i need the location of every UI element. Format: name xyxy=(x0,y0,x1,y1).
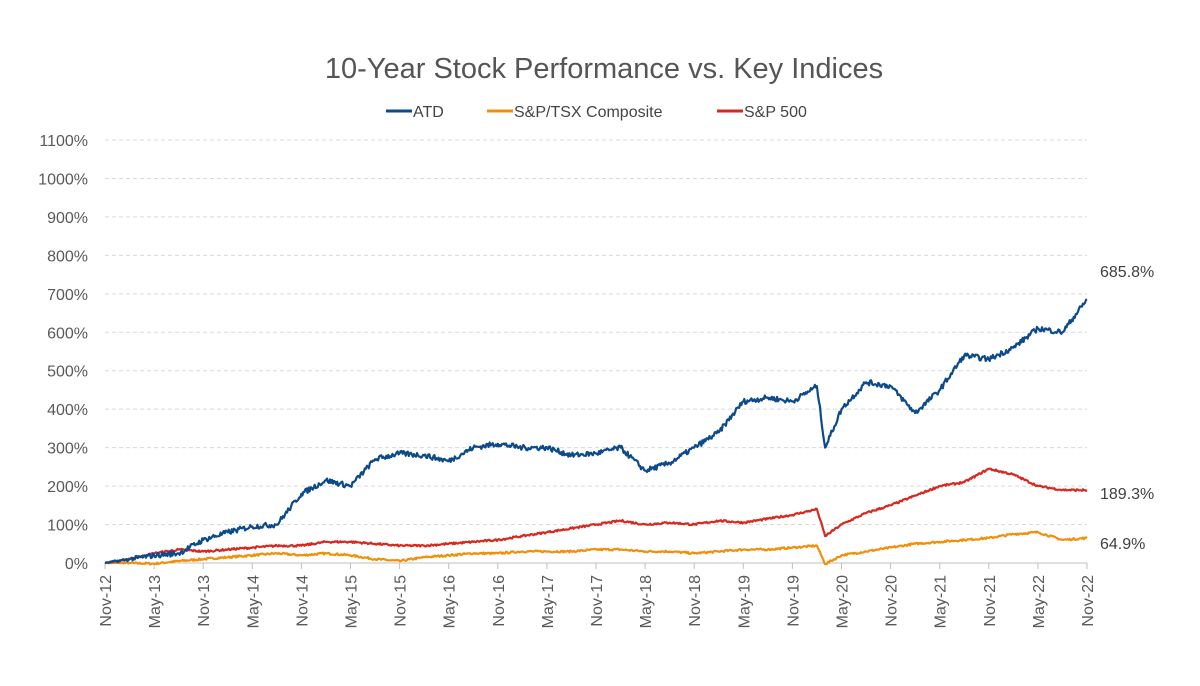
x-tick-label: Nov-18 xyxy=(687,575,704,627)
x-tick-label: May-13 xyxy=(147,575,164,628)
end-value-label: 685.8% xyxy=(1100,264,1154,281)
x-tick-label: May-15 xyxy=(344,575,361,628)
x-tick-label: Nov-20 xyxy=(884,575,901,627)
y-tick-label: 500% xyxy=(47,364,88,381)
x-tick-label: May-20 xyxy=(835,575,852,628)
y-tick-label: 600% xyxy=(47,325,88,342)
x-axis: Nov-12 May-13 Nov-13 May-14 Nov-14 May-15 Nov-… xyxy=(98,563,1097,628)
x-tick-label: Nov-13 xyxy=(196,575,213,627)
y-tick-label: 400% xyxy=(47,402,88,419)
y-tick-label: 0% xyxy=(65,556,88,573)
legend-label: S&P/TSX Composite xyxy=(514,104,663,121)
y-axis: 0% 100% 200% 300% 400% 500% 600% 700% 800% 900% 10… xyxy=(38,133,1087,573)
series-line-atd xyxy=(104,298,1088,564)
series-line-s-p-tsx-composite xyxy=(104,530,1088,566)
x-tick-label: May-19 xyxy=(736,575,753,628)
x-tick-label: May-14 xyxy=(245,575,262,628)
x-tick-label: Nov-16 xyxy=(491,575,508,627)
gridlines xyxy=(105,139,1087,526)
y-tick-label: 700% xyxy=(47,287,88,304)
series-line-s-p-500 xyxy=(104,467,1088,565)
x-tick-label: Nov-22 xyxy=(1080,575,1097,627)
end-value-label: 64.9% xyxy=(1100,536,1145,553)
x-tick-label: May-18 xyxy=(638,575,655,628)
y-tick-label: 300% xyxy=(47,441,88,458)
legend-label: ATD xyxy=(413,104,444,121)
y-tick-label: 200% xyxy=(47,479,88,496)
x-tick-label: May-16 xyxy=(442,575,459,628)
y-tick-label: 900% xyxy=(47,210,88,227)
x-tick-label: May-22 xyxy=(1031,575,1048,628)
x-tick-label: Nov-12 xyxy=(98,575,115,627)
legend: ATD S&P/TSX Composite S&P 500 xyxy=(386,104,807,121)
x-tick-label: Nov-15 xyxy=(393,575,410,627)
y-tick-label: 1000% xyxy=(38,171,88,188)
x-tick-label: May-21 xyxy=(933,575,950,628)
x-tick-label: Nov-19 xyxy=(785,575,802,627)
chart-title: 10-Year Stock Performance vs. Key Indice… xyxy=(325,53,883,85)
y-tick-label: 800% xyxy=(47,248,88,265)
y-tick-label: 1100% xyxy=(39,133,88,150)
x-tick-label: Nov-21 xyxy=(982,575,999,627)
x-tick-label: May-17 xyxy=(540,575,557,628)
end-value-label: 189.3% xyxy=(1100,486,1154,503)
y-tick-label: 100% xyxy=(47,518,88,535)
series-lines xyxy=(104,298,1088,566)
x-tick-label: Nov-14 xyxy=(294,575,311,627)
x-tick-label: Nov-17 xyxy=(589,575,606,627)
legend-label: S&P 500 xyxy=(744,104,807,121)
end-labels: 685.8% 64.9% 189.3% xyxy=(1100,264,1154,553)
